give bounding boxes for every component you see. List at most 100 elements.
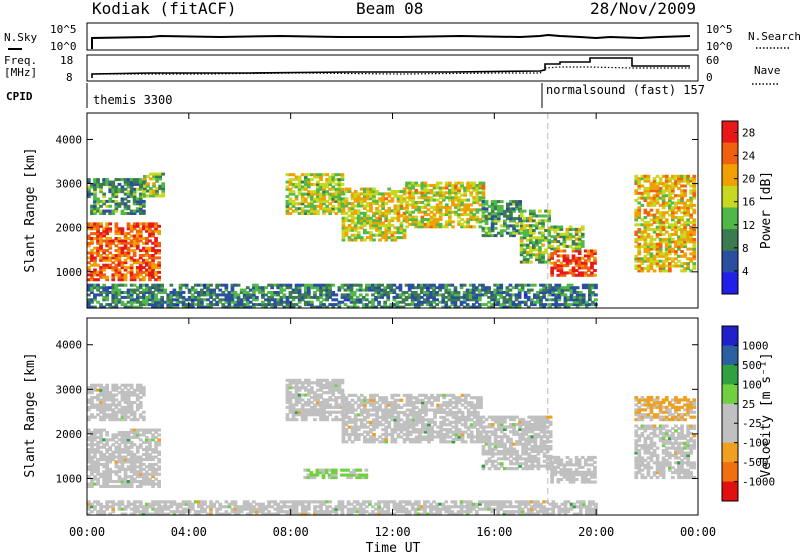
data-cell [405,425,410,429]
data-cell [294,178,299,182]
data-cell [413,303,418,307]
data-cell [169,305,174,309]
data-cell [87,241,91,245]
data-cell [429,295,433,299]
data-cell [411,181,415,185]
data-cell [90,237,94,240]
data-cell [108,413,113,417]
data-cell [145,283,149,287]
data-cell [145,251,149,255]
data-cell [126,396,131,400]
data-cell [634,267,639,270]
data-cell [300,403,305,407]
data-cell [334,396,339,400]
data-cell [356,398,361,402]
data-cell [126,484,131,488]
data-cell [341,236,346,240]
data-cell [154,266,158,270]
data-cell [245,293,250,297]
data-cell [340,381,345,385]
data-cell [148,455,152,459]
data-cell [519,236,524,240]
data-cell [129,305,134,309]
data-cell [291,288,296,292]
data-cell [438,196,443,200]
data-cell [448,393,453,397]
data-cell [444,181,449,185]
data-cell [550,247,554,251]
data-cell [496,300,501,304]
data-cell [307,388,311,392]
data-cell [550,235,554,239]
data-cell [90,254,94,257]
data-cell [117,204,122,208]
data-cell [313,197,317,201]
data-cell [120,283,125,287]
data-cell [471,305,476,309]
data-cell [668,186,672,190]
data-cell [157,458,161,462]
data-cell [337,381,342,385]
data-cell [392,303,397,307]
data-cell [297,288,302,292]
data-cell [423,181,428,185]
data-cell [683,254,687,258]
data-cell [411,203,415,207]
data-cell [340,175,345,179]
data-cell [689,228,693,232]
data-cell [111,396,116,400]
data-cell [350,204,355,208]
data-cell [421,423,425,427]
data-cell [138,300,143,304]
data-cell [538,231,542,235]
data-cell [469,181,474,185]
data-cell [484,226,489,230]
data-cell [404,291,409,294]
data-cell [363,214,367,218]
data-cell [288,173,293,177]
data-cell [381,437,385,441]
data-cell [114,388,119,392]
data-cell [689,179,693,183]
data-cell [519,260,524,264]
data-cell [108,204,113,208]
data-cell [503,222,507,225]
data-cell [261,300,265,304]
data-cell [668,206,672,210]
data-cell [129,300,134,304]
data-cell [135,435,140,439]
data-cell [683,194,687,198]
data-cell [322,185,326,189]
data-cell [157,251,161,255]
data-cell [135,224,140,228]
data-cell [363,197,367,201]
data-cell [123,258,128,262]
data-cell [369,403,373,407]
data-cell [102,275,106,279]
velocity-ylabel: Slant Range [km] [23,352,38,477]
data-cell [402,219,407,223]
data-cell [319,178,323,182]
data-cell [142,300,146,304]
data-cell [369,216,373,220]
data-cell [148,462,152,466]
data-cell [677,247,681,251]
data-cell [505,300,510,304]
data-cell [432,193,437,197]
data-cell [405,398,410,402]
data-cell [138,391,143,395]
data-cell [472,181,477,185]
data-cell [138,480,143,484]
data-cell [457,186,461,190]
data-cell [154,237,158,240]
data-cell [99,244,103,248]
data-cell [273,305,278,309]
data-cell [689,252,693,256]
data-cell [105,438,109,442]
data-cell [160,283,164,287]
data-cell [319,293,323,297]
data-cell [420,201,425,204]
data-cell [350,408,355,412]
data-cell [114,232,119,236]
data-cell [123,278,128,282]
